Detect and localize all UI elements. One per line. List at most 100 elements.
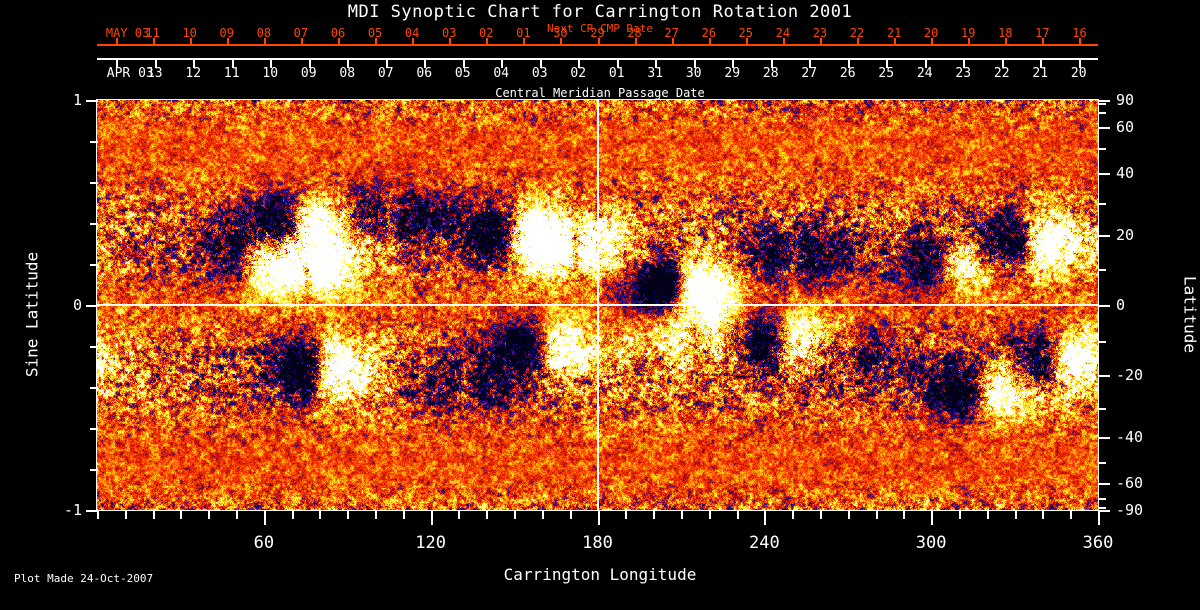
latitude-tick — [1098, 482, 1110, 485]
next-cr-date-tick — [968, 38, 971, 45]
longitude-tick — [708, 511, 711, 519]
longitude-tick — [625, 511, 628, 519]
next-cr-date-tick-label: 24 — [775, 26, 791, 40]
longitude-tick — [653, 511, 656, 519]
cmp-date-tick — [501, 60, 504, 68]
next-cr-date-tick-label: 05 — [367, 26, 383, 40]
longitude-tick — [819, 511, 822, 519]
next-cr-date-tick-label: 29 — [590, 26, 605, 40]
latitude-tick — [1098, 305, 1110, 307]
next-cr-date-tick-label: 22 — [849, 26, 865, 40]
latitude-tick — [1098, 436, 1110, 439]
cmp-date-tick — [809, 60, 812, 68]
next-cr-date-tick-label: 17 — [1035, 26, 1050, 40]
latitude-tick — [1098, 497, 1106, 500]
sine-latitude-tick — [90, 387, 98, 389]
longitude-tick — [680, 511, 683, 519]
cmp-date-tick — [462, 60, 465, 68]
cmp-date-tick-label: 11 — [223, 66, 240, 81]
next-cr-date-tick — [523, 38, 526, 45]
sine-latitude-tick — [90, 264, 98, 266]
next-cr-date-tick-label: 11 — [145, 26, 160, 40]
cmp-date-tick — [732, 60, 735, 68]
next-cr-date-tick-label: 27 — [664, 26, 679, 40]
longitude-tick — [458, 511, 461, 519]
next-cr-date-tick — [337, 38, 340, 45]
next-cr-date-tick — [708, 38, 711, 45]
latitude-tick — [1098, 173, 1110, 176]
longitude-tick — [430, 511, 433, 525]
cmp-date-tick-label: 26 — [839, 66, 856, 81]
sine-latitude-tick — [90, 182, 98, 184]
next-cr-date-tick-label: 08 — [256, 26, 272, 40]
longitude-tick-label: 120 — [415, 533, 447, 553]
cmp-date-tick-label: 28 — [762, 66, 779, 81]
central-meridian-passage-date-label: Central Meridian Passage Date — [495, 86, 705, 100]
sine-latitude-tick — [90, 141, 98, 143]
cmp-date-axis-line — [97, 58, 1098, 60]
cmp-date-tick-label: 24 — [916, 66, 933, 81]
latitude-tick — [1098, 147, 1106, 150]
latitude-tick — [1098, 103, 1106, 106]
next-cr-date-tick — [115, 38, 118, 45]
next-cr-date-tick-label: 23 — [812, 26, 828, 40]
longitude-tick — [1098, 511, 1100, 525]
latitude-tick — [1098, 407, 1106, 410]
cmp-date-tick-label: 05 — [454, 66, 471, 81]
next-cr-date-tick — [745, 38, 748, 45]
longitude-tick — [1042, 511, 1045, 519]
longitude-tick — [180, 511, 183, 519]
next-cr-date-tick — [300, 38, 303, 45]
central-meridian-marker-line — [597, 100, 599, 510]
cmp-date-tick — [116, 60, 119, 68]
cmp-date-tick-label: 12 — [185, 66, 202, 81]
cmp-date-tick-label: 01 — [608, 66, 625, 81]
plot-made-stamp: Plot Made 24-Oct-2007 — [14, 572, 154, 585]
next-cr-date-tick-label: 30 — [553, 26, 568, 40]
cmp-date-tick — [308, 60, 311, 68]
cmp-date-tick-label: 07 — [377, 66, 394, 81]
next-cr-date-tick-label: 01 — [516, 26, 531, 40]
cmp-date-tick — [154, 60, 157, 68]
next-cr-date-tick-label: 04 — [404, 26, 420, 40]
latitude-tick — [1098, 234, 1110, 237]
latitude-tick-label: 40 — [1116, 164, 1135, 183]
latitude-tick-label: -60 — [1116, 473, 1144, 492]
latitude-tick-label: 60 — [1116, 118, 1135, 137]
next-cr-date-tick-label: 07 — [293, 26, 309, 40]
cmp-date-tick — [1040, 60, 1043, 68]
cmp-date-tick-label: 10 — [262, 66, 279, 81]
latitude-tick — [1098, 375, 1110, 378]
longitude-tick — [1014, 511, 1017, 519]
next-cr-date-tick-label: 28 — [627, 26, 642, 40]
latitude-axis-title: Latitude — [1180, 275, 1200, 354]
cmp-date-tick — [1001, 60, 1004, 68]
next-cr-date-tick-label: MAY 03 — [105, 26, 150, 40]
longitude-tick — [764, 511, 767, 525]
longitude-tick-label: 360 — [1082, 533, 1114, 553]
cmp-date-tick-label: APR 03 — [106, 66, 154, 81]
next-cr-date-tick — [671, 38, 674, 45]
next-cr-date-tick-label: 25 — [738, 26, 754, 40]
next-cr-date-tick-label: 03 — [441, 26, 457, 40]
next-cr-date-tick — [449, 38, 452, 45]
cmp-date-tick-label: 20 — [1070, 66, 1087, 81]
cmp-date-tick-label: 03 — [531, 66, 548, 81]
next-cr-date-tick-label: 09 — [219, 26, 234, 40]
longitude-tick — [597, 511, 600, 525]
cmp-date-tick — [655, 60, 658, 68]
latitude-tick — [1098, 100, 1110, 102]
longitude-tick — [569, 511, 572, 519]
longitude-tick — [541, 511, 544, 519]
page-title: MDI Synoptic Chart for Carrington Rotati… — [347, 2, 853, 22]
next-cr-date-axis-line — [97, 44, 1098, 46]
longitude-tick — [931, 511, 934, 525]
next-cr-date-tick — [597, 38, 600, 45]
next-cr-date-tick-label: 26 — [701, 26, 716, 40]
longitude-tick — [958, 511, 961, 519]
next-cr-date-tick-label: 16 — [1072, 26, 1087, 40]
next-cr-date-tick — [263, 38, 266, 45]
next-cr-date-tick-label: 02 — [479, 26, 494, 40]
cmp-date-tick-label: 23 — [955, 66, 972, 81]
next-cr-date-tick — [894, 38, 897, 45]
